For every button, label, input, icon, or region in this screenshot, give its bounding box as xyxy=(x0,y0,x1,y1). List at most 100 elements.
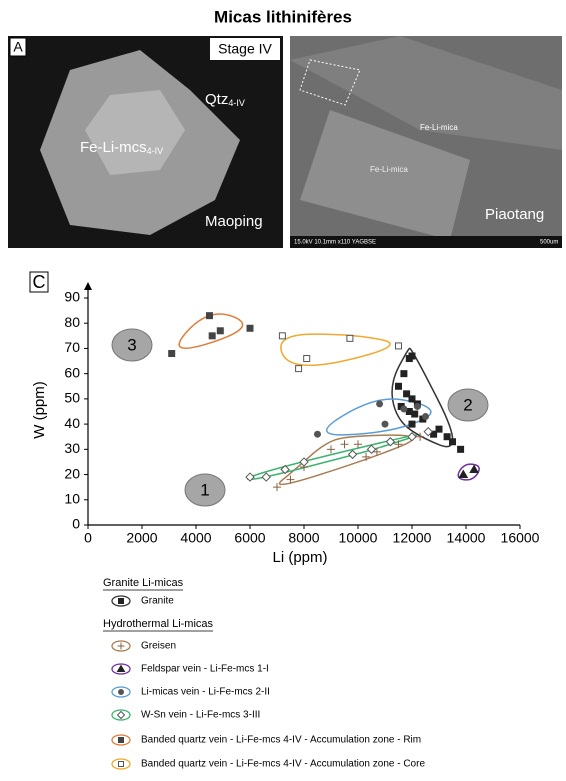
annotation: 1 xyxy=(200,480,209,499)
marker xyxy=(394,440,403,449)
marker xyxy=(118,737,124,743)
locality-b: Piaotang xyxy=(485,206,544,223)
marker xyxy=(245,472,255,482)
marker xyxy=(395,342,402,350)
marker xyxy=(400,405,408,413)
figure-title: Micas lithinifères xyxy=(214,7,352,26)
marker xyxy=(430,430,438,438)
marker xyxy=(117,642,125,650)
x-tick-label: 10000 xyxy=(339,530,378,546)
x-tick-label: 6000 xyxy=(234,530,265,546)
panel-label: A xyxy=(13,39,23,55)
marker xyxy=(280,464,290,475)
x-tick-label: 0 xyxy=(84,530,92,546)
y-tick-label: 80 xyxy=(64,314,80,330)
y-tick-label: 30 xyxy=(64,440,80,456)
legend-label: Feldspar vein - Li-Fe-mcs 1-I xyxy=(141,664,269,675)
panel-label-box xyxy=(29,271,49,293)
marker xyxy=(261,472,271,482)
legend-group: Hydrothermal Li-micas xyxy=(103,618,214,630)
marker xyxy=(206,312,213,320)
marker xyxy=(340,440,349,449)
y-tick-label: 70 xyxy=(64,339,80,355)
legend-label: Li-micas vein - Li-Fe-mcs 2-II xyxy=(141,687,270,698)
legend-label: W-Sn vein - Li-Fe-mcs 3-III xyxy=(141,710,260,721)
marker xyxy=(405,355,413,363)
marker xyxy=(273,483,281,492)
legend-envelope xyxy=(111,686,131,698)
annotation: 3 xyxy=(127,335,136,354)
marker xyxy=(408,395,416,403)
marker xyxy=(395,382,402,390)
marker xyxy=(303,355,311,363)
marker xyxy=(286,475,295,484)
marker xyxy=(407,432,417,442)
chart: C 0 10 20 30 40 50 60 70 80 90 0 2000 4000 6000 8000 100… xyxy=(29,271,540,770)
envelope xyxy=(325,398,432,436)
marker xyxy=(299,457,309,467)
marker xyxy=(443,433,451,441)
annotation-bubble xyxy=(447,388,489,422)
y-tick-label: 20 xyxy=(64,465,80,481)
y-tick-label: 60 xyxy=(64,364,80,380)
marker xyxy=(458,469,469,479)
marker xyxy=(118,598,124,604)
envelope xyxy=(457,463,480,481)
x-tick-label: 8000 xyxy=(288,530,319,546)
x-tick-label: 14000 xyxy=(447,530,486,546)
marker xyxy=(327,445,335,454)
image-info: 15.0kV 10.1mm x110 YAGBSE xyxy=(294,240,376,246)
panel-a: A Stage IV Qtz4-IV Fe-Li-mcs4-IV Maoping xyxy=(8,36,283,248)
marker xyxy=(376,400,384,408)
x-tick-label: 2000 xyxy=(126,530,157,546)
transect xyxy=(299,59,361,106)
legend-envelope xyxy=(111,709,131,721)
marker xyxy=(118,689,124,695)
y-tick-label: 90 xyxy=(64,289,80,305)
marker xyxy=(411,410,419,418)
y-tick-label: 10 xyxy=(64,490,80,506)
stage-box xyxy=(210,38,280,60)
marker xyxy=(413,402,421,410)
mica-band xyxy=(300,110,470,240)
marker xyxy=(372,447,381,456)
legend-envelope xyxy=(111,640,131,652)
x-axis-label: Li (ppm) xyxy=(272,549,327,566)
marker xyxy=(116,664,126,672)
x-tick-label: 12000 xyxy=(393,530,432,546)
panel-label: C xyxy=(33,272,46,292)
mica-label-1: Fe-Li-mica xyxy=(420,123,458,132)
legend-envelope xyxy=(111,595,131,607)
label-box xyxy=(9,37,27,57)
marker xyxy=(354,440,362,449)
marker xyxy=(423,426,433,437)
marker xyxy=(118,761,124,767)
marker xyxy=(278,332,286,340)
marker xyxy=(314,430,321,438)
marker xyxy=(381,420,389,428)
annotation-bubble xyxy=(111,328,153,362)
marker xyxy=(246,324,254,332)
info-bar xyxy=(290,236,562,248)
legend-envelope xyxy=(111,663,131,675)
mica-text: Fe-Li-mcs xyxy=(80,139,147,156)
stage-label: Stage IV xyxy=(218,41,272,57)
qtz-text: Qtz xyxy=(205,91,228,108)
marker xyxy=(408,420,416,428)
legend-label: Banded quartz vein - Li-Fe-mcs 4-IV - Ac… xyxy=(141,759,425,770)
mica-label-2: Fe-Li-mica xyxy=(370,165,408,174)
y-axis-label: W (ppm) xyxy=(31,381,48,439)
marker xyxy=(469,464,479,474)
envelope xyxy=(391,347,454,448)
marker xyxy=(216,327,224,335)
texture xyxy=(290,36,562,150)
panel-b: Fe-Li-mica Fe-Li-mica Piaotang 15.0kV 10… xyxy=(290,36,562,248)
marker xyxy=(449,438,456,446)
envelope xyxy=(280,333,391,367)
y-tick-label: 50 xyxy=(64,390,80,406)
marker xyxy=(168,349,176,357)
marker xyxy=(385,437,396,447)
legend-label: Greisen xyxy=(141,641,176,652)
mica-sub: 4-IV xyxy=(147,146,164,156)
